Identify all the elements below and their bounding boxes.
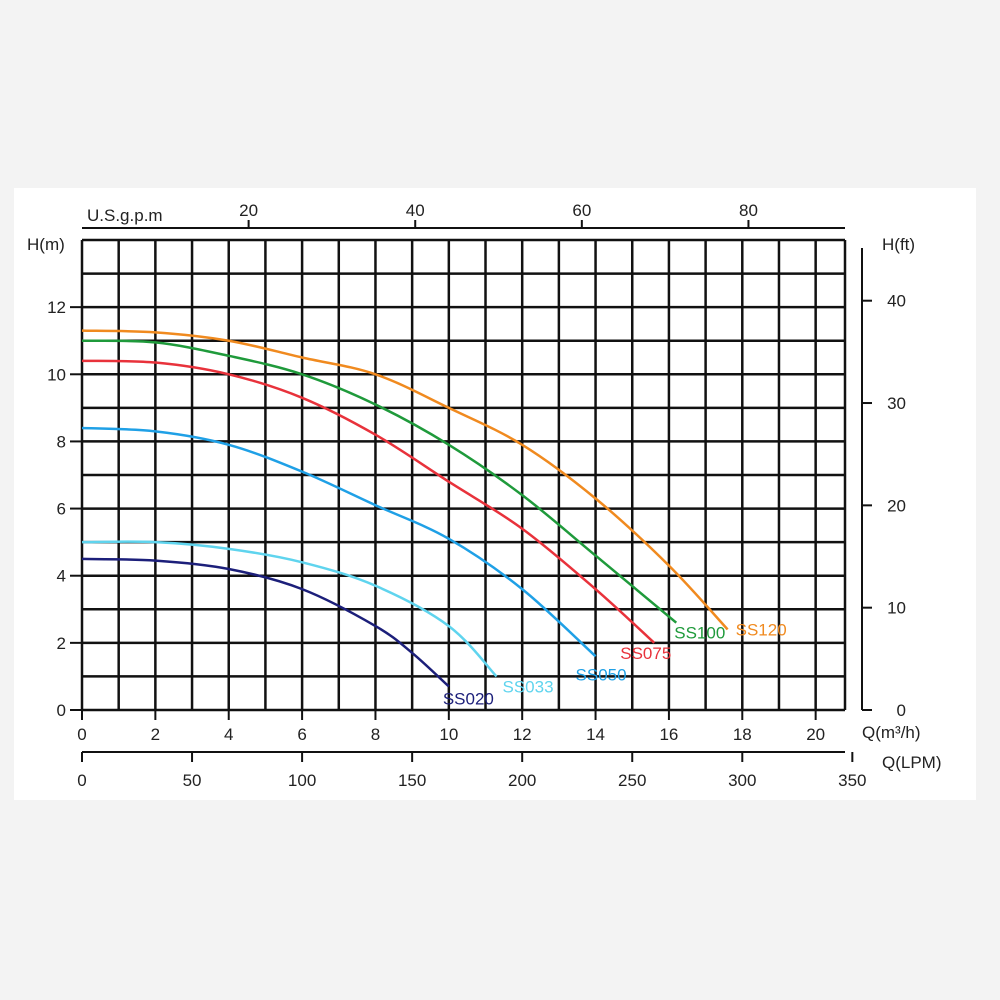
x-tick-label: 18 — [733, 725, 752, 744]
y-tick-label: 8 — [57, 432, 66, 451]
lpm-tick-label: 250 — [618, 771, 646, 790]
x-tick-label: 2 — [151, 725, 160, 744]
lpm-tick-label: 50 — [183, 771, 202, 790]
x-tick-label: 6 — [297, 725, 306, 744]
x-tick-label: 16 — [659, 725, 678, 744]
lpm-tick-label: 200 — [508, 771, 536, 790]
x-tick-label: 8 — [371, 725, 380, 744]
y-tick-label: 6 — [57, 500, 66, 519]
y-tick-label: 4 — [57, 567, 66, 586]
x-tick-label: 20 — [806, 725, 825, 744]
grid — [80, 238, 847, 712]
axis-labels: H(m) H(ft) U.S.g.p.m Q(m³/h) Q(LPM) — [27, 206, 942, 772]
x-tick-label: 10 — [439, 725, 458, 744]
lpm-tick-label: 100 — [288, 771, 316, 790]
curve-label-ss100: SS100 — [674, 624, 725, 643]
y-tick-label: 12 — [47, 298, 66, 317]
curve-label-ss075: SS075 — [620, 644, 671, 663]
top-axis-label: U.S.g.p.m — [87, 206, 163, 225]
lpm-tick-label: 300 — [728, 771, 756, 790]
gpm-tick-label: 80 — [739, 201, 758, 220]
x-tick-label: 14 — [586, 725, 605, 744]
bottom2-axis-label: Q(LPM) — [882, 753, 942, 772]
gpm-tick-label: 40 — [406, 201, 425, 220]
curve-ss100 — [81, 339, 678, 624]
ft-tick-label: 20 — [887, 496, 906, 515]
y-tick-label: 10 — [47, 365, 66, 384]
curve-label-ss020: SS020 — [443, 690, 494, 709]
curve-ss050 — [81, 426, 597, 658]
curve-label-ss033: SS033 — [503, 677, 554, 696]
right-axis-label: H(ft) — [882, 235, 915, 254]
y-tick-label: 0 — [57, 701, 66, 720]
bottom-axis-label: Q(m³/h) — [862, 723, 921, 742]
curve-ss033 — [81, 540, 498, 678]
ft-tick-label: 10 — [887, 599, 906, 618]
ft-tick-label: 40 — [887, 292, 906, 311]
curve-ss120 — [81, 329, 729, 631]
lpm-tick-label: 350 — [838, 771, 866, 790]
curve-label-ss050: SS050 — [576, 665, 627, 684]
x-tick-label: 0 — [77, 725, 86, 744]
ft-tick-label: 0 — [897, 701, 906, 720]
curve-ss020 — [81, 557, 450, 688]
lpm-tick-label: 150 — [398, 771, 426, 790]
gpm-tick-label: 20 — [239, 201, 258, 220]
y-tick-label: 2 — [57, 634, 66, 653]
x-tick-label: 12 — [513, 725, 532, 744]
lpm-tick-label: 0 — [77, 771, 86, 790]
curve-ss075 — [81, 359, 656, 644]
gpm-tick-label: 60 — [572, 201, 591, 220]
x-tick-label: 4 — [224, 725, 233, 744]
ft-tick-label: 30 — [887, 394, 906, 413]
curve-label-ss120: SS120 — [736, 620, 787, 639]
left-axis-label: H(m) — [27, 235, 65, 254]
